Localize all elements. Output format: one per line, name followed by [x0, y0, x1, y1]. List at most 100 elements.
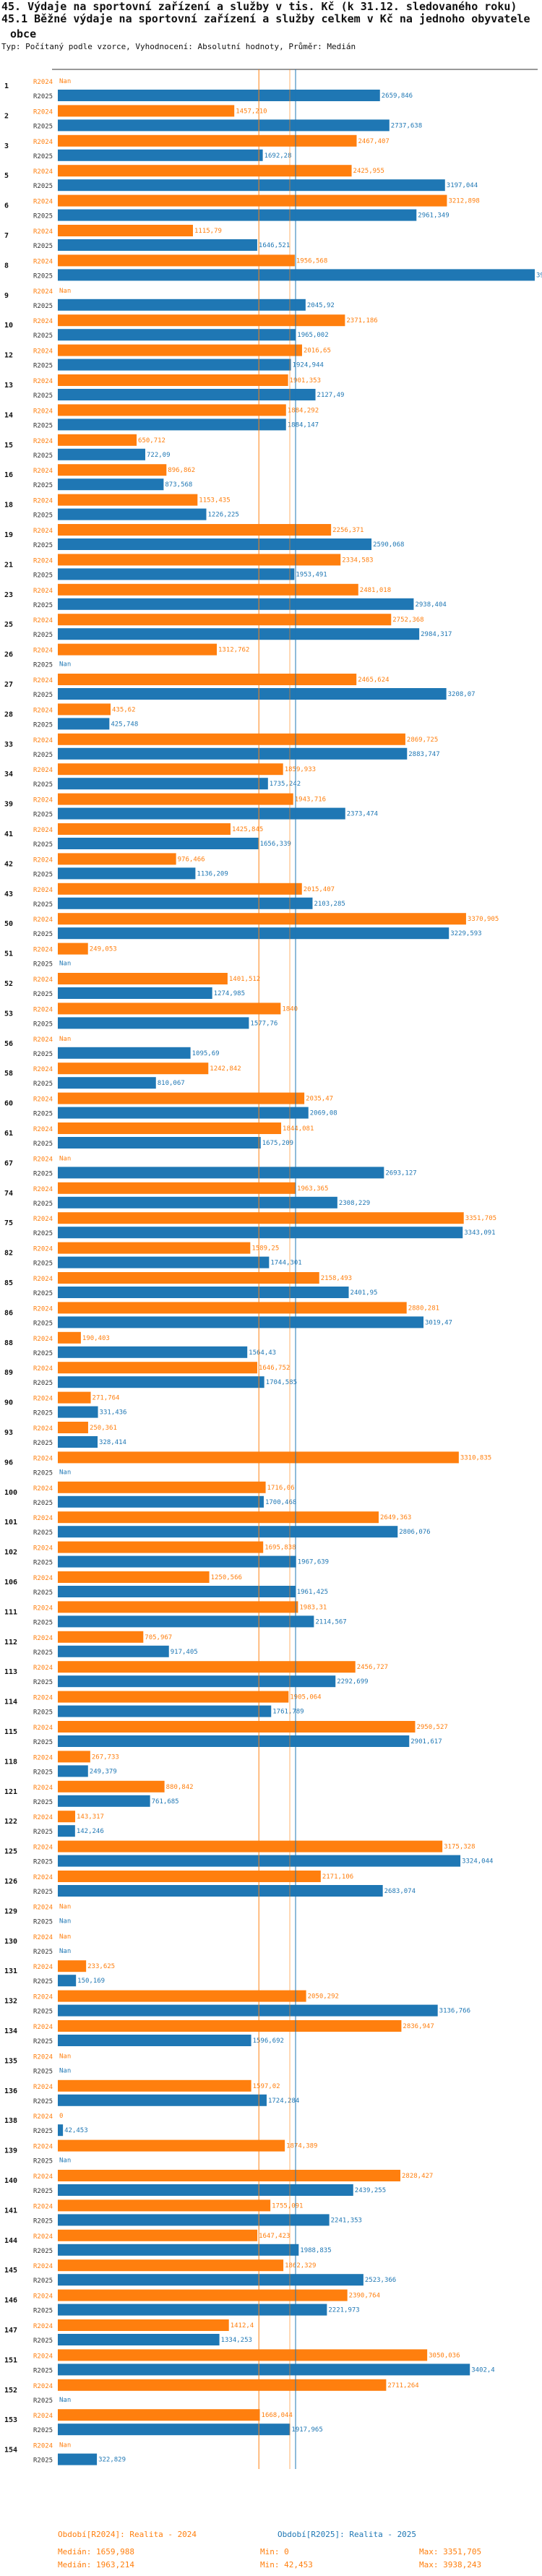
- series-label-r2025: R2025: [33, 1978, 53, 1985]
- bar-r2025-19: [58, 538, 372, 550]
- value-label-r2024-126: 2171,106: [322, 1873, 353, 1881]
- value-label-r2025-144: 1988,835: [300, 2247, 331, 2254]
- value-label-r2024-13: 1901,353: [290, 377, 321, 385]
- series-label-r2024: R2024: [33, 2323, 53, 2330]
- value-label-r2024-5: 2425,955: [353, 168, 384, 175]
- series-label-r2024: R2024: [33, 199, 53, 206]
- category-label-43: 43: [4, 890, 13, 898]
- value-label-r2025-82: 1744,301: [270, 1260, 301, 1267]
- category-label-34: 34: [4, 770, 13, 778]
- series-label-r2025: R2025: [33, 512, 53, 520]
- series-label-r2024: R2024: [33, 1994, 53, 2001]
- series-label-r2024: R2024: [33, 2443, 53, 2450]
- category-label-90: 90: [4, 1399, 13, 1407]
- category-label-41: 41: [4, 830, 13, 838]
- bar-r2025-23: [58, 598, 414, 610]
- series-label-r2025: R2025: [33, 2457, 53, 2465]
- category-label-121: 121: [4, 1788, 17, 1796]
- series-label-r2025: R2025: [33, 1111, 53, 1118]
- series-label-r2025: R2025: [33, 392, 53, 400]
- chart-subtitle-line2: obce: [10, 27, 37, 40]
- series-label-r2025: R2025: [33, 1230, 53, 1237]
- bar-r2025-115: [58, 1735, 410, 1747]
- value-label-r2024-26: 1312,762: [218, 647, 249, 654]
- bar-r2025-27: [58, 688, 447, 700]
- category-label-136: 136: [4, 2087, 17, 2095]
- value-label-r2025-42: 1136,209: [197, 870, 228, 877]
- bar-r2025-89: [58, 1376, 264, 1388]
- value-label-r2025-52: 1274,985: [214, 990, 245, 997]
- series-label-r2024: R2024: [33, 348, 53, 356]
- bar-r2024-151: [58, 2349, 428, 2361]
- value-label-r2024-25: 2752,368: [392, 617, 423, 624]
- series-label-r2024: R2024: [33, 258, 53, 265]
- series-label-r2025: R2025: [33, 1769, 53, 1776]
- value-label-r2025-10: 1965,002: [297, 332, 328, 339]
- legend-median-r2025: Medián: 1963,214: [58, 2560, 134, 2569]
- series-label-r2024: R2024: [33, 2383, 53, 2390]
- series-label-r2024: R2024: [33, 2084, 53, 2091]
- bar-r2025-100: [58, 1495, 264, 1508]
- series-label-r2025: R2025: [33, 662, 53, 669]
- series-label-r2025: R2025: [33, 1051, 53, 1058]
- series-label-r2025: R2025: [33, 1141, 53, 1148]
- bar-r2025-12: [58, 359, 291, 371]
- series-label-r2025: R2025: [33, 243, 53, 250]
- value-label-r2025-15: 722,09: [147, 452, 171, 459]
- value-label-r2024-135: Nan: [59, 2053, 71, 2060]
- category-label-53: 53: [4, 1010, 13, 1018]
- series-label-r2024: R2024: [33, 288, 53, 296]
- series-label-r2024: R2024: [33, 1425, 53, 1433]
- category-label-134: 134: [4, 2027, 17, 2035]
- series-label-r2024: R2024: [33, 588, 53, 595]
- series-label-r2025: R2025: [33, 991, 53, 998]
- series-label-r2025: R2025: [33, 1529, 53, 1537]
- series-label-r2024: R2024: [33, 438, 53, 445]
- category-label-67: 67: [4, 1159, 13, 1167]
- series-label-r2024: R2024: [33, 1305, 53, 1313]
- value-label-r2024-118: 267,733: [92, 1753, 119, 1761]
- value-label-r2024-18: 1153,435: [199, 497, 230, 505]
- category-label-16: 16: [4, 471, 13, 479]
- series-label-r2025: R2025: [33, 332, 53, 340]
- series-label-r2025: R2025: [33, 2397, 53, 2405]
- series-label-r2025: R2025: [33, 1021, 53, 1028]
- value-label-r2025-106: 1961,425: [297, 1589, 328, 1596]
- value-label-r2025-2: 2737,638: [391, 122, 422, 129]
- value-label-r2024-125: 3175,328: [444, 1844, 475, 1851]
- bar-r2025-131: [58, 1975, 77, 1987]
- value-label-r2024-12: 2016,65: [304, 348, 331, 355]
- category-label-139: 139: [4, 2147, 17, 2155]
- bar-r2025-41: [58, 838, 259, 849]
- value-label-r2024-28: 435,62: [112, 706, 136, 713]
- series-label-r2025: R2025: [33, 123, 53, 130]
- bar-r2024-2: [58, 105, 235, 117]
- series-label-r2024: R2024: [33, 1785, 53, 1792]
- series-label-r2024: R2024: [33, 1845, 53, 1852]
- value-label-r2025-86: 3019,47: [425, 1319, 452, 1326]
- series-label-r2025: R2025: [33, 2068, 53, 2075]
- series-label-r2024: R2024: [33, 1036, 53, 1044]
- value-label-r2024-146: 2390,764: [349, 2293, 380, 2300]
- category-label-28: 28: [4, 710, 13, 718]
- series-label-r2025: R2025: [33, 2277, 53, 2285]
- category-label-140: 140: [4, 2177, 17, 2185]
- value-label-r2025-93: 328,414: [99, 1439, 126, 1446]
- category-label-85: 85: [4, 1279, 13, 1287]
- bar-r2025-153: [58, 2423, 291, 2436]
- series-label-r2025: R2025: [33, 1440, 53, 1447]
- value-label-r2025-27: 3208,07: [448, 691, 476, 698]
- value-label-r2025-114: 1761,789: [272, 1709, 304, 1716]
- series-label-r2025: R2025: [33, 1350, 53, 1357]
- bar-r2025-93: [58, 1436, 98, 1448]
- value-label-r2024-115: 2950,527: [416, 1724, 447, 1731]
- series-label-r2024: R2024: [33, 1754, 53, 1761]
- value-label-r2024-50: 3370,905: [468, 916, 499, 923]
- series-label-r2025: R2025: [33, 1261, 53, 1268]
- bar-r2025-138: [58, 2124, 64, 2137]
- legend-median-r2024: Medián: 1659,988: [58, 2547, 134, 2556]
- series-label-r2024: R2024: [33, 528, 53, 535]
- value-label-r2025-50: 3229,593: [450, 930, 481, 937]
- bar-r2024-90: [58, 1391, 91, 1404]
- value-label-r2025-26: Nan: [59, 661, 71, 669]
